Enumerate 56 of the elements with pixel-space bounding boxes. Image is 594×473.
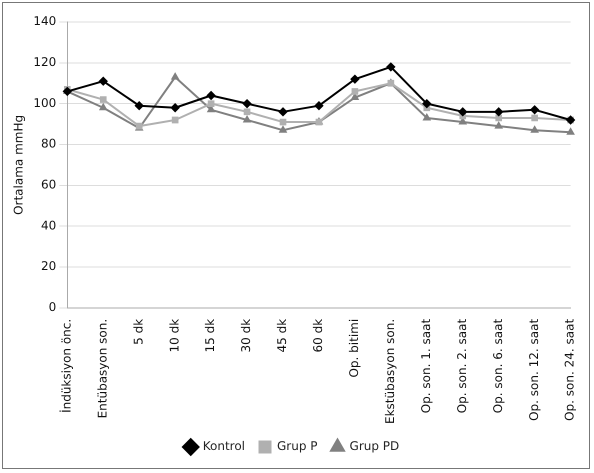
- x-tick-label: Op. bitimi: [347, 318, 362, 378]
- y-tick-label: 40: [41, 218, 56, 232]
- point: [350, 74, 360, 84]
- x-tick-label: 15 dk: [203, 318, 218, 352]
- point: [494, 107, 504, 116]
- x-tick-label: Op. son. 24. saat: [562, 318, 577, 421]
- legend-label: Kontrol: [202, 439, 246, 454]
- point: [422, 99, 432, 108]
- point: [566, 128, 575, 135]
- point: [422, 113, 431, 120]
- x-tick-label: Entübasyon son.: [95, 318, 110, 418]
- point: [280, 118, 286, 126]
- point: [495, 114, 502, 122]
- legend-label: Grup PD: [350, 439, 400, 454]
- point: [171, 72, 180, 80]
- point: [170, 103, 180, 112]
- x-tick-label: Op. son. 2. saat: [454, 318, 469, 414]
- point: [458, 107, 468, 116]
- x-tick-label: 60 dk: [311, 318, 326, 352]
- point: [352, 88, 358, 95]
- legend-label: Grup P: [277, 439, 318, 454]
- point: [494, 122, 503, 129]
- y-tick-label: 140: [33, 14, 56, 28]
- x-tick-label: 5 dk: [131, 318, 146, 345]
- point: [244, 108, 250, 116]
- y-tick-label: 100: [33, 96, 56, 110]
- y-axis-title: Ortalama mmHg: [11, 114, 26, 215]
- point: [531, 114, 538, 122]
- point: [208, 100, 214, 107]
- x-tick-label: 30 dk: [239, 318, 254, 352]
- point: [206, 90, 216, 100]
- y-tick-label: 120: [33, 54, 56, 69]
- x-tick-label: Op. son. 12. saat: [526, 318, 541, 421]
- y-tick-label: 80: [41, 136, 56, 151]
- x-tick-label: 10 dk: [167, 318, 182, 352]
- point: [242, 99, 252, 108]
- x-tick-label: Ekstübasyon son.: [382, 318, 397, 424]
- x-tick-label: Op. son. 1. saat: [418, 318, 433, 414]
- point: [530, 126, 539, 133]
- point: [98, 76, 108, 86]
- point: [279, 126, 287, 133]
- point: [314, 101, 324, 110]
- y-tick-label: 20: [41, 259, 56, 274]
- point: [100, 96, 107, 103]
- point: [386, 62, 396, 72]
- point: [99, 103, 108, 110]
- x-tick-label: 45 dk: [275, 318, 290, 352]
- x-tick-label: Op. son. 6. saat: [490, 318, 505, 414]
- point: [134, 101, 144, 110]
- point: [172, 116, 178, 124]
- point: [278, 107, 288, 116]
- x-tick-label: İndüksiyon önc.: [59, 318, 74, 413]
- point: [243, 115, 252, 122]
- y-tick-label: 60: [41, 177, 56, 192]
- point: [530, 105, 540, 114]
- y-tick-label: 0: [48, 300, 56, 314]
